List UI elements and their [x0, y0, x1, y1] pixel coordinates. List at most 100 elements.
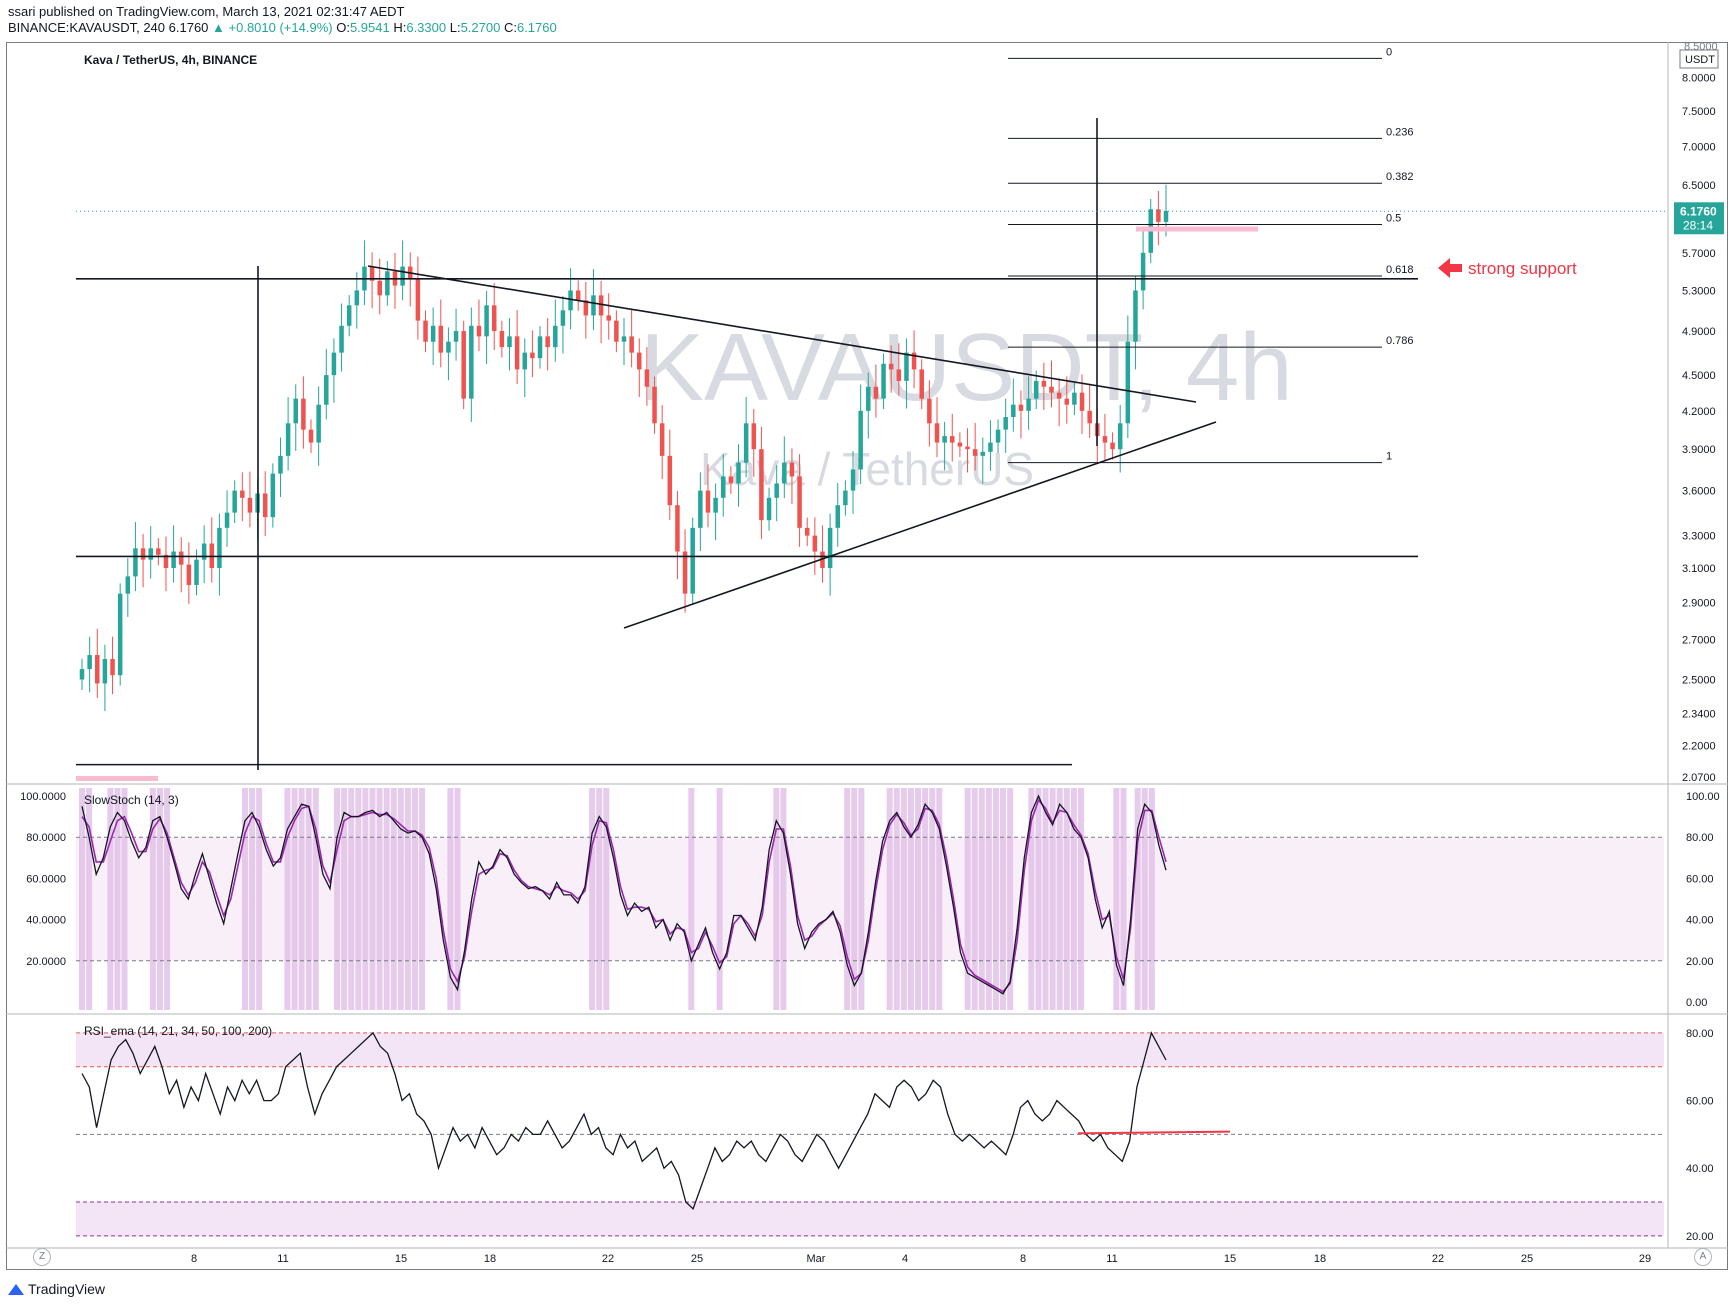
stoch-highlight-bar: [1063, 788, 1070, 1010]
chart-frame[interactable]: [6, 42, 1728, 1270]
price-axis-tick: 2.0700: [1682, 772, 1716, 784]
candle-body: [522, 352, 528, 370]
candle-body: [446, 341, 451, 353]
candle-body: [308, 429, 314, 443]
fib-level-label: 1: [1386, 451, 1392, 463]
candle-body: [430, 325, 436, 342]
candle-body: [415, 278, 421, 321]
candle-body: [491, 305, 497, 332]
footer-brand-label: TradingView: [28, 1281, 106, 1297]
candle-body: [843, 490, 848, 506]
candle-body: [262, 493, 268, 518]
candle-body: [1125, 341, 1131, 424]
stoch-highlight-bar: [1042, 788, 1049, 1010]
candle-body: [652, 386, 657, 424]
last-price: 6.1760: [168, 20, 209, 35]
candle-body: [324, 375, 329, 405]
auto-scale-button[interactable]: A: [1694, 1248, 1712, 1266]
candle-body: [1011, 404, 1016, 418]
candle-body: [659, 423, 665, 456]
candle-body: [1117, 423, 1123, 450]
stoch-highlight-bar: [1056, 788, 1063, 1010]
candle-body: [270, 473, 276, 518]
stoch-highlight-bar: [404, 788, 411, 1010]
fib-level-label: 0.5: [1386, 213, 1401, 225]
candle-body: [835, 505, 840, 528]
candle-body: [224, 512, 230, 528]
candle-body: [927, 398, 932, 424]
price-axis-tick: 3.3000: [1682, 531, 1716, 543]
watermark-symbol: KAVAUSDT, 4h: [640, 314, 1293, 421]
candle-body: [728, 476, 734, 484]
candle-body: [583, 300, 589, 316]
stoch-highlight-bar: [454, 788, 461, 1010]
fib-level-label: 0.618: [1386, 264, 1414, 276]
candle-body: [598, 295, 604, 316]
fib-level-label: 0.382: [1386, 171, 1414, 183]
stoch-highlight-bar: [1120, 788, 1127, 1010]
candle-body: [385, 271, 390, 296]
candle-body: [720, 476, 726, 498]
fib-level-label: 0: [1386, 46, 1392, 58]
time-axis-tick: 18: [1314, 1253, 1326, 1265]
price-axis-tick: 2.3400: [1682, 709, 1716, 721]
stoch-highlight-bar: [1077, 788, 1084, 1010]
candle-body: [888, 363, 894, 370]
candle-body: [461, 331, 466, 399]
stoch-left-tick: 40.0000: [26, 915, 66, 927]
stoch-highlight-bar: [447, 788, 454, 1010]
trendline-ascending: [623, 421, 1217, 629]
time-axis-tick: 15: [395, 1253, 407, 1265]
low-value: 5.2700: [460, 20, 501, 35]
candle-body: [1041, 380, 1047, 387]
candle-body: [713, 497, 718, 513]
stoch-highlight-bar: [79, 788, 85, 1010]
footer-brand[interactable]: TradingView: [8, 1281, 105, 1297]
candle-body: [331, 352, 337, 376]
candle-body: [178, 551, 184, 565]
price-axis-tick: 4.5000: [1682, 370, 1716, 382]
stoch-right-tick: 100.00: [1686, 791, 1720, 803]
candle-body: [278, 455, 283, 474]
candle-body: [766, 497, 772, 521]
zoom-button[interactable]: Z: [33, 1248, 51, 1266]
candle-body: [125, 576, 131, 594]
time-axis-tick: Mar: [807, 1253, 826, 1265]
price-tag-countdown: 28:14: [1683, 218, 1713, 232]
stoch-highlight-bar: [992, 788, 999, 1010]
candle-body: [812, 535, 818, 552]
candle-body: [667, 455, 673, 506]
candle-body: [469, 325, 474, 399]
rsi-line: [81, 1031, 1167, 1210]
stoch-highlight-bar: [1113, 788, 1120, 1010]
candle-body: [537, 336, 543, 359]
candle-body: [621, 336, 627, 342]
candle-body: [644, 369, 650, 387]
time-axis-tick: 11: [1106, 1253, 1117, 1265]
time-axis-tick: 11: [277, 1253, 288, 1265]
candle-body: [87, 655, 92, 670]
stoch-highlight-bar: [397, 788, 404, 1010]
close-label: C:: [503, 20, 517, 35]
rsi-overbought-band: [76, 1032, 1664, 1067]
annotation-text: strong support: [1468, 259, 1577, 278]
stoch-highlight-bar: [844, 788, 851, 1010]
candle-body: [1033, 380, 1039, 399]
candle-body: [133, 548, 138, 577]
stoch-highlight-bar: [886, 788, 893, 1010]
candle-body: [438, 325, 444, 353]
candle-body: [285, 423, 291, 456]
symbol-label[interactable]: BINANCE:KAVAUSDT, 240: [8, 20, 166, 35]
stoch-highlight-bar: [716, 788, 723, 1010]
stoch-highlight-bar: [773, 788, 780, 1010]
stoch-highlight-bar: [1070, 788, 1077, 1010]
stoch-highlight-bar: [383, 788, 390, 1010]
candle-body: [1064, 398, 1070, 405]
candle-body: [201, 543, 207, 560]
candle-body: [377, 280, 382, 296]
candle-body: [217, 527, 222, 568]
stoch-highlight-bar: [249, 788, 256, 1010]
stoch-highlight-bar: [156, 788, 163, 1010]
candle-body: [850, 469, 856, 491]
